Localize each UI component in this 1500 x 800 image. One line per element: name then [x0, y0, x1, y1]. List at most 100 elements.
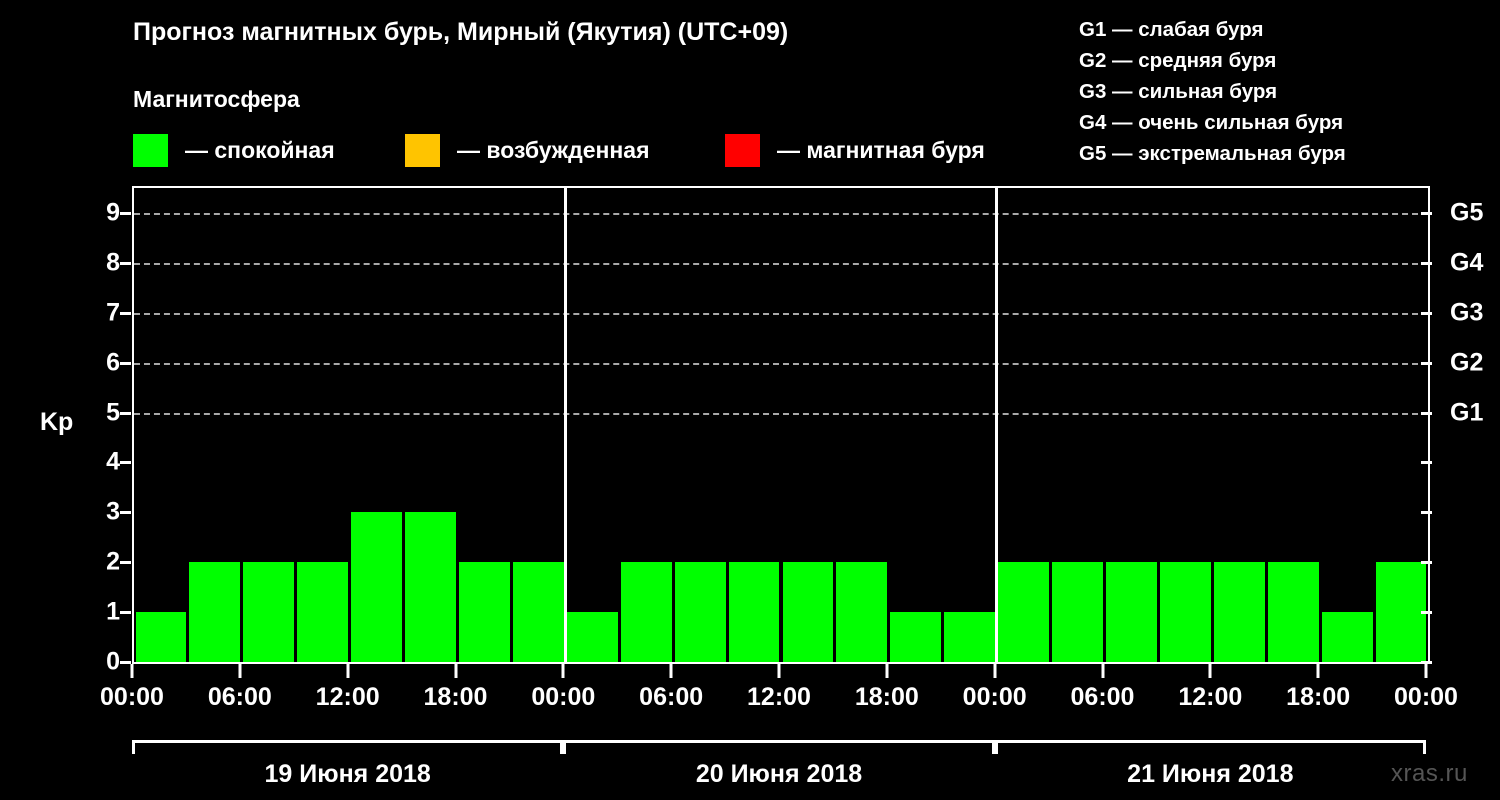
- x-tick-label: 00:00: [962, 683, 1027, 711]
- y-tick-mark: [120, 461, 131, 465]
- y-axis-right-g-scale: G1 G2 G3 G4 G5: [1421, 186, 1500, 664]
- x-tick-label: 12:00: [315, 683, 380, 711]
- bar: [890, 612, 942, 662]
- y-tick-label: 6: [106, 348, 120, 377]
- x-tick-mark: [130, 664, 134, 678]
- y-tick-label: 5: [106, 398, 120, 427]
- bar: [1267, 562, 1319, 662]
- x-tick-mark: [1316, 664, 1320, 678]
- x-tick-mark: [1101, 664, 1104, 678]
- y-axis-left: 0 1 2 3 4 5 6 7 8 9: [60, 186, 131, 676]
- x-tick-label: 06:00: [639, 683, 704, 711]
- y-tick-label: 8: [106, 248, 120, 277]
- x-tick-mark: [238, 664, 242, 678]
- y-tick-label: 7: [106, 298, 120, 327]
- day-label: 20 Июня 2018: [695, 760, 863, 788]
- bar: [728, 562, 780, 662]
- bar: [189, 562, 241, 662]
- x-tick-label: 00:00: [100, 683, 164, 711]
- day-label: 19 Июня 2018: [264, 760, 431, 788]
- page-title: Прогноз магнитных бурь, Мирный (Якутия) …: [133, 18, 789, 46]
- bar: [1052, 562, 1103, 662]
- g-tick-label: G1: [1450, 398, 1484, 427]
- y-tick-mark: [120, 561, 131, 565]
- x-tick-mark: [454, 664, 457, 678]
- y-tick-mark: [120, 261, 131, 265]
- gridline: [134, 312, 1428, 315]
- g-scale-row: G1 — слабая буря: [1079, 18, 1264, 41]
- x-tick-label: 18:00: [854, 683, 919, 711]
- x-tick-label: 12:00: [747, 683, 811, 711]
- gridline: [134, 412, 1428, 415]
- y-tick-mark: [120, 411, 131, 415]
- bar: [944, 612, 996, 662]
- day-bracket: [132, 740, 564, 754]
- g-tick-label: G5: [1450, 198, 1484, 227]
- g-tick-label: G2: [1450, 348, 1484, 377]
- bar: [1106, 562, 1157, 662]
- gridline: [134, 212, 1428, 215]
- x-axis: 00:00 06:00 12:00 18:00 00:00 06:00 12:00 18:00…: [100, 664, 1458, 724]
- legend-label-calm: — спокойная: [185, 136, 335, 163]
- g-scale-legend: G1 — слабая буря G2 — средняя буря G3 — …: [1079, 14, 1499, 169]
- y-tick-label: 3: [106, 497, 120, 526]
- g-tick-mark: [1421, 261, 1432, 265]
- y-tick-label: 1: [106, 597, 120, 626]
- legend-item-excited: — возбужденная: [405, 133, 650, 167]
- g-scale-row: G4 — очень сильная буря: [1079, 111, 1344, 134]
- watermark: xras.ru: [1391, 760, 1468, 787]
- bar: [620, 562, 672, 662]
- g-tick-label: G4: [1450, 248, 1484, 277]
- bar: [674, 562, 726, 662]
- y-tick-mark: [120, 661, 131, 664]
- green-square-icon: [133, 133, 168, 167]
- x-tick-label: 00:00: [1394, 683, 1458, 711]
- y-tick-label: 0: [106, 647, 120, 676]
- bar: [405, 512, 456, 662]
- x-tick-mark: [993, 664, 997, 678]
- g-tick-mark: [1421, 361, 1432, 365]
- x-tick-label: 18:00: [423, 683, 488, 711]
- x-tick-label: 18:00: [1286, 683, 1351, 711]
- day-separator: [995, 188, 999, 662]
- bar: [1159, 562, 1211, 662]
- g-minor-tick-mark: [1421, 511, 1432, 515]
- bar: [351, 512, 403, 662]
- orange-square-icon: [405, 133, 440, 167]
- g-tick-mark: [1421, 311, 1432, 315]
- red-square-icon: [725, 133, 760, 167]
- magnetosphere-heading: Магнитосфера: [133, 86, 300, 112]
- plot-area: [132, 186, 1430, 664]
- x-tick-label: 06:00: [1070, 683, 1135, 711]
- x-tick-mark: [561, 664, 565, 678]
- bar: [243, 562, 295, 662]
- g-tick-label: G3: [1450, 298, 1484, 327]
- x-tick-mark: [1424, 664, 1428, 678]
- x-tick-mark: [885, 664, 889, 678]
- g-tick-mark: [1421, 211, 1432, 215]
- bar: [998, 562, 1050, 662]
- day-bracket: [994, 740, 1426, 754]
- x-tick-label: 06:00: [207, 683, 272, 711]
- bar: [1213, 562, 1265, 662]
- day-label: 21 Июня 2018: [1127, 760, 1294, 788]
- g-scale-row: G2 — средняя буря: [1079, 49, 1277, 72]
- x-tick-mark: [777, 664, 781, 678]
- g-tick-mark: [1421, 411, 1432, 415]
- bar: [782, 562, 834, 662]
- gridline: [134, 362, 1428, 365]
- x-tick-mark: [1208, 664, 1212, 678]
- bar: [297, 562, 349, 662]
- x-tick-mark: [669, 664, 673, 678]
- g-minor-tick-mark: [1421, 611, 1432, 615]
- g-scale-row: G3 — сильная буря: [1079, 80, 1278, 103]
- legend-label-excited: — возбужденная: [457, 136, 650, 163]
- g-minor-tick-mark: [1421, 561, 1432, 565]
- y-tick-mark: [120, 611, 131, 615]
- y-axis-caption: Kp: [40, 408, 74, 436]
- x-tick-label: 12:00: [1178, 683, 1243, 711]
- y-tick-mark: [120, 211, 131, 215]
- y-tick-mark: [120, 311, 131, 315]
- day-separator: [563, 188, 567, 662]
